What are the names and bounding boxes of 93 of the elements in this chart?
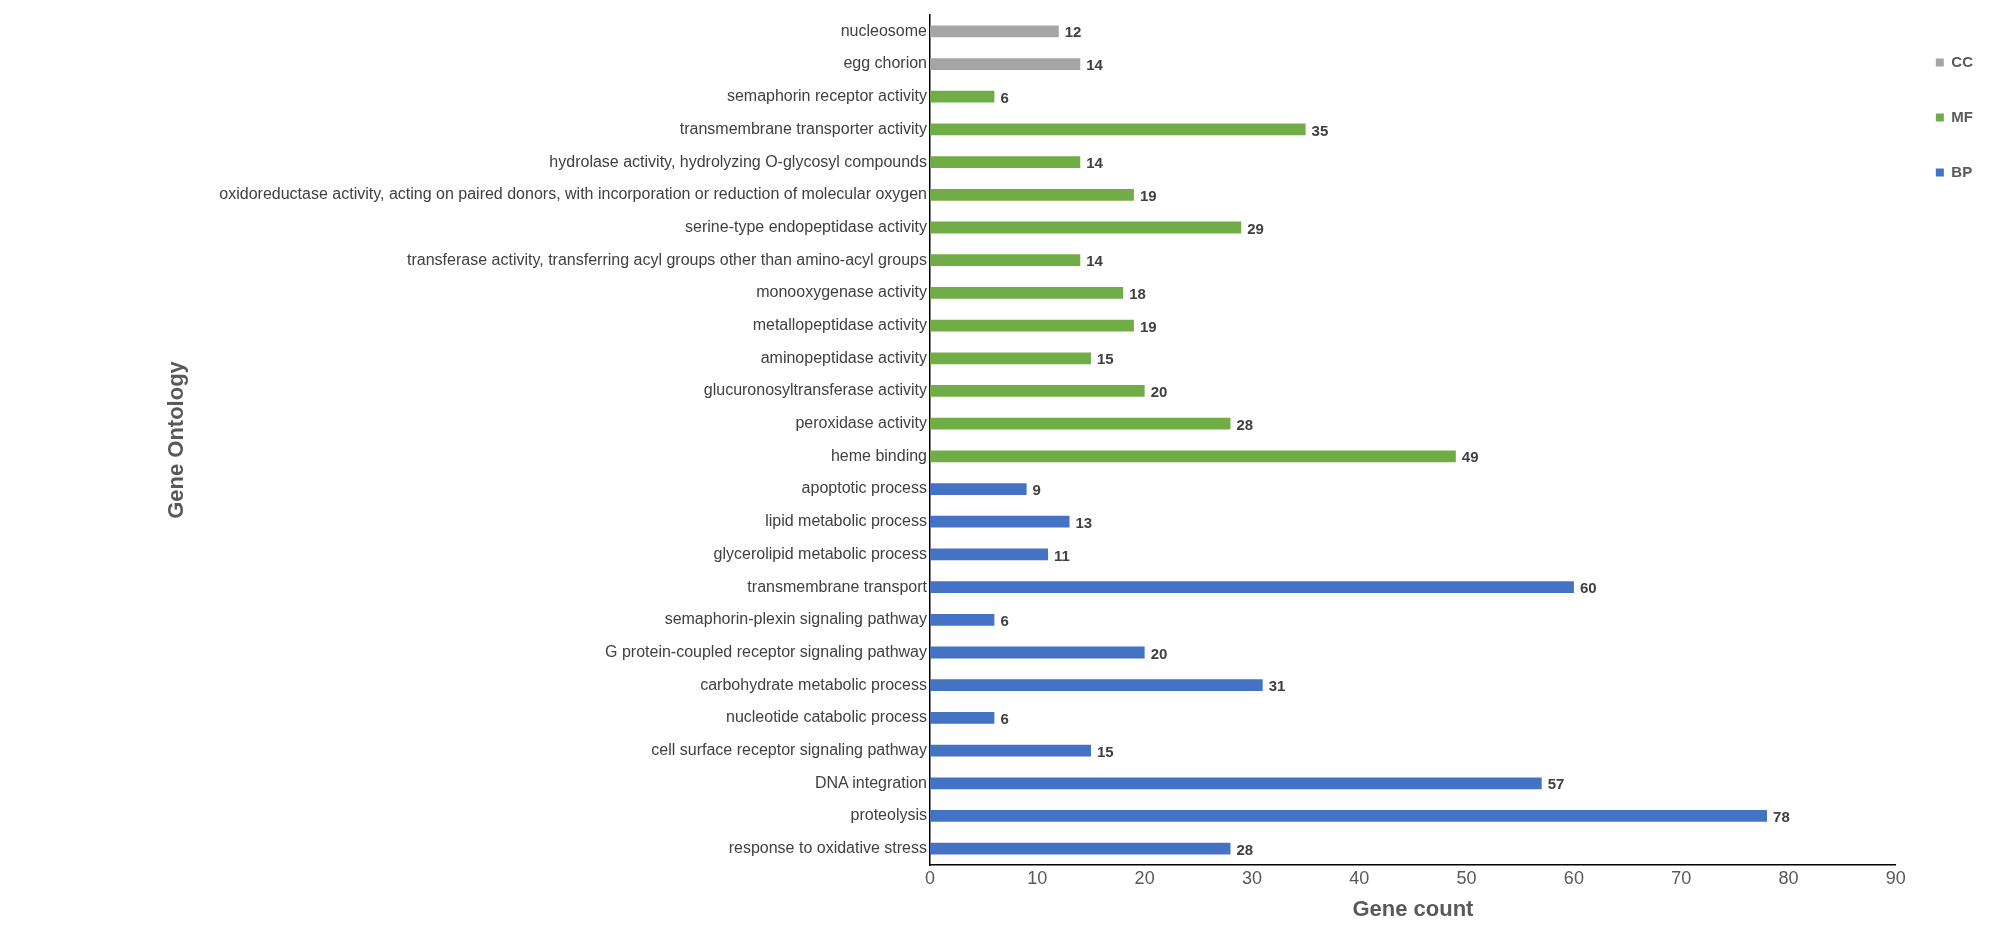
y-tick-label: serine-type endopeptidase activity (685, 217, 927, 235)
y-tick-label: semaphorin-plexin signaling pathway (664, 610, 927, 628)
x-tick-label: 20 (1134, 867, 1155, 888)
y-tick-label: oxidoreductase activity, acting on paired donors, with incorporation or reduction of molecular oxygen (219, 185, 927, 203)
x-tick-label: 40 (1349, 867, 1370, 888)
x-tick-label: 80 (1778, 867, 1799, 888)
y-tick-label: metallopeptidase activity (752, 315, 927, 333)
data-label: 57 (1547, 775, 1565, 793)
y-tick-label: peroxidase activity (795, 414, 927, 432)
data-label: 6 (1000, 710, 1009, 728)
y-tick-label: nucleotide catabolic process (725, 708, 927, 726)
bar (930, 221, 1242, 234)
data-label: 20 (1150, 644, 1168, 662)
y-tick-label: transmembrane transporter activity (679, 119, 927, 137)
y-tick-label: monooxygenase activity (756, 283, 927, 301)
bar (930, 287, 1124, 299)
y-tick-label: proteolysis (850, 806, 927, 824)
bar (930, 188, 1134, 201)
data-label: 19 (1139, 186, 1157, 204)
y-tick-label: G protein-coupled receptor signaling pathway (605, 642, 927, 660)
x-tick-label: 10 (1027, 867, 1048, 888)
y-tick-label: nucleosome (840, 21, 928, 39)
y-tick-label: lipid metabolic process (765, 512, 927, 530)
x-tick-label: 50 (1456, 867, 1477, 888)
y-tick-label: aminopeptidase activity (760, 348, 927, 366)
bar (930, 385, 1145, 397)
legend-label: BP (1951, 162, 1973, 180)
bar (930, 58, 1081, 70)
bar (930, 450, 1456, 463)
x-tick-label: 70 (1671, 867, 1692, 888)
bar (930, 646, 1145, 659)
bar (930, 417, 1231, 430)
x-tick-label: 60 (1563, 867, 1584, 888)
data-label: 12 (1064, 23, 1082, 41)
data-label: 19 (1139, 317, 1157, 335)
data-label: 28 (1236, 415, 1254, 433)
data-label: 18 (1129, 285, 1146, 303)
y-tick-label: hydrolase activity, hydrolyzing O-glycosyl compounds (549, 152, 927, 170)
data-label: 14 (1086, 56, 1104, 74)
y-tick-label: carbohydrate metabolic process (700, 675, 927, 693)
bar (930, 581, 1574, 593)
bar (930, 613, 995, 626)
bar (930, 842, 1231, 855)
data-label: 14 (1086, 154, 1104, 172)
data-label: 78 (1773, 808, 1790, 826)
y-tick-label: cell surface receptor signaling pathway (651, 740, 927, 758)
bar (930, 744, 1091, 757)
data-label: 31 (1268, 677, 1286, 695)
y-tick-label: transmembrane transport (747, 577, 928, 595)
data-label: 15 (1096, 742, 1114, 760)
data-label: 6 (1000, 611, 1009, 629)
legend-label: CC (1951, 52, 1974, 70)
bar (930, 810, 1768, 822)
data-label: 49 (1461, 448, 1479, 466)
y-tick-label: transferase activity, transferring acyl groups other than amino-acyl groups (407, 250, 927, 268)
x-tick-label: 90 (1885, 867, 1906, 888)
data-label: 29 (1247, 219, 1264, 237)
y-tick-label: response to oxidative stress (728, 839, 927, 857)
data-label: 28 (1236, 840, 1254, 858)
y-tick-label: heme binding (830, 446, 927, 464)
data-label: 13 (1075, 513, 1093, 531)
bar (930, 156, 1081, 168)
data-label: 9 (1032, 481, 1041, 499)
data-label: 60 (1579, 579, 1597, 597)
data-label: 20 (1150, 383, 1168, 401)
y-tick-label: egg chorion (843, 54, 927, 72)
bar (930, 123, 1306, 136)
data-label: 14 (1086, 252, 1104, 270)
bar (930, 515, 1070, 528)
bar (930, 319, 1134, 332)
y-tick-label: apoptotic process (801, 479, 927, 497)
bar (930, 90, 995, 103)
bar (930, 548, 1049, 561)
data-label: 15 (1096, 350, 1114, 368)
bar (930, 352, 1091, 365)
y-tick-label: glycerolipid metabolic process (713, 544, 927, 562)
y-tick-label: semaphorin receptor activity (726, 87, 927, 105)
x-tick-label: 0 (924, 867, 936, 888)
y-axis-title: Gene Ontology (163, 360, 189, 519)
bar (930, 712, 995, 724)
x-tick-label: 30 (1241, 867, 1262, 888)
y-tick-label: DNA integration (814, 773, 927, 791)
bar (930, 777, 1542, 790)
legend-label: MF (1951, 107, 1974, 125)
data-label: 11 (1054, 546, 1070, 564)
bar (930, 679, 1263, 692)
data-label: 35 (1311, 121, 1329, 139)
bar (930, 254, 1081, 267)
bar (930, 25, 1059, 38)
y-tick-label: glucuronosyltransferase activity (703, 381, 927, 399)
bar (930, 483, 1027, 495)
x-axis-title: Gene count (1352, 895, 1475, 921)
data-label: 6 (1000, 88, 1009, 106)
